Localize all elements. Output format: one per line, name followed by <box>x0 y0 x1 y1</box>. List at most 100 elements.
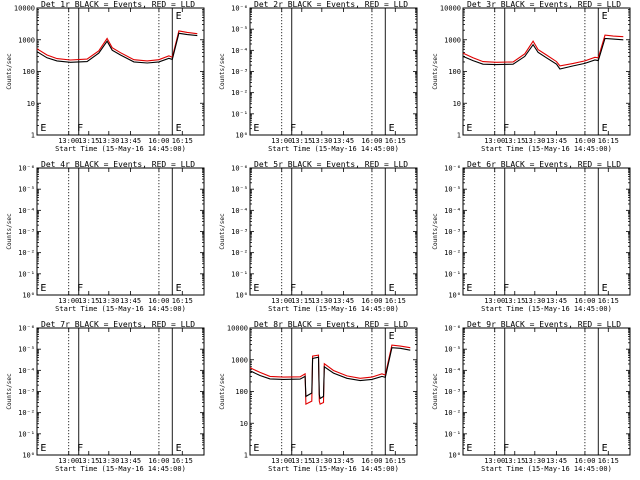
region-marker-e: E <box>466 123 472 134</box>
chart-title: Det 4r BLACK = Events, RED = LLD <box>41 160 195 169</box>
x-tick-label: 13:45 <box>120 297 141 305</box>
region-marker-e: E <box>602 123 608 134</box>
y-axis-label: Counts/sec <box>6 213 13 250</box>
y-tick-label: 10⁻⁶ <box>231 5 248 13</box>
y-tick-label: 10⁻⁴ <box>18 207 35 215</box>
x-axis-label: Start Time (15-May-16 14:45:00) <box>481 305 612 313</box>
x-tick-label: 13:15 <box>78 297 99 305</box>
y-tick-label: 10⁻¹ <box>18 270 35 278</box>
x-axis-label: Start Time (15-May-16 14:45:00) <box>55 145 186 153</box>
chart-panel-4: Det 4r BLACK = Events, RED = LLD 10⁰ 10⁻¹ 1… <box>6 160 205 313</box>
plot-frame <box>462 7 631 136</box>
y-tick-label: 10⁻⁶ <box>444 325 461 333</box>
x-tick-label: 13:00 <box>58 297 79 305</box>
y-tick-label: 100 <box>448 68 461 76</box>
x-tick-label: 13:30 <box>524 297 545 305</box>
chart-title: Det 7r BLACK = Events, RED = LLD <box>41 320 195 329</box>
y-tick-label: 10⁰ <box>235 292 248 300</box>
x-tick-label: 13:45 <box>120 457 141 465</box>
region-marker-f: F <box>290 123 296 134</box>
x-tick-label: 13:00 <box>271 297 292 305</box>
x-tick-label: 13:30 <box>311 457 332 465</box>
y-tick-label: 10⁻⁵ <box>444 346 461 354</box>
y-tick-label: 10⁻⁶ <box>18 165 35 173</box>
plot-frame <box>36 7 205 136</box>
x-tick-label: 13:00 <box>271 457 292 465</box>
chart-title: Det 9r BLACK = Events, RED = LLD <box>467 320 621 329</box>
y-tick-label: 1 <box>457 132 461 140</box>
x-tick-label: 13:45 <box>546 297 567 305</box>
x-tick-label: 13:00 <box>58 457 79 465</box>
x-tick-label: 13:45 <box>120 137 141 145</box>
x-tick-label: 16:15 <box>172 457 193 465</box>
region-marker-e: E <box>253 123 259 134</box>
y-tick-label: 10⁻³ <box>18 228 35 236</box>
x-tick-label: 16:15 <box>598 137 619 145</box>
x-tick-label: 13:45 <box>333 297 354 305</box>
chart-panel-5: Det 5r BLACK = Events, RED = LLD 10⁰ 10⁻¹ 1… <box>219 160 418 313</box>
y-tick-label: 10⁰ <box>448 452 461 460</box>
y-tick-label: 10⁻⁴ <box>231 207 248 215</box>
y-tick-label: 1000 <box>18 36 35 44</box>
x-axis-label: Start Time (15-May-16 14:45:00) <box>268 145 399 153</box>
x-tick-label: 13:15 <box>291 297 312 305</box>
x-tick-label: 16:00 <box>574 297 595 305</box>
events-series-line <box>462 37 624 70</box>
lld-series-line <box>249 344 411 405</box>
y-tick-label: 10⁰ <box>22 452 35 460</box>
y-tick-label: 10⁻⁴ <box>18 367 35 375</box>
chart-panel-7: Det 7r BLACK = Events, RED = LLD 10⁰ 10⁻¹ 1… <box>6 320 205 473</box>
x-tick-label: 13:15 <box>291 457 312 465</box>
y-tick-label: 10⁻² <box>231 89 248 97</box>
y-axis-label: Counts/sec <box>6 53 13 90</box>
plot-frame <box>462 167 631 296</box>
y-tick-label: 10⁻² <box>444 409 461 417</box>
region-marker-e: E <box>253 283 259 294</box>
y-tick-label: 10⁻³ <box>231 68 248 76</box>
chart-panel-9: Det 9r BLACK = Events, RED = LLD 10⁰ 10⁻¹ 1… <box>432 320 631 473</box>
region-marker-e: E <box>389 443 395 454</box>
chart-title: Det 5r BLACK = Events, RED = LLD <box>254 160 408 169</box>
y-tick-label: 10⁻⁴ <box>444 207 461 215</box>
y-tick-label: 10⁰ <box>235 132 248 140</box>
region-marker-top-e: E <box>176 11 182 22</box>
chart-title: Det 6r BLACK = Events, RED = LLD <box>467 160 621 169</box>
y-tick-label: 10⁻³ <box>444 228 461 236</box>
y-tick-label: 10 <box>240 420 248 428</box>
region-marker-e: E <box>466 283 472 294</box>
y-tick-label: 10 <box>453 100 461 108</box>
lld-series-line <box>462 34 624 67</box>
x-tick-label: 13:15 <box>291 137 312 145</box>
x-tick-label: 16:00 <box>148 297 169 305</box>
region-marker-e: E <box>176 123 182 134</box>
region-marker-e: E <box>40 283 46 294</box>
region-marker-top-e: E <box>389 331 395 342</box>
x-tick-label: 13:15 <box>504 457 525 465</box>
chart-panel-2: Det 2r BLACK = Events, RED = LLD 10⁰ 10⁻¹ 1… <box>219 0 418 153</box>
region-marker-f: F <box>77 123 83 134</box>
x-tick-label: 13:00 <box>484 457 505 465</box>
x-tick-label: 13:45 <box>333 457 354 465</box>
x-tick-label: 16:00 <box>361 297 382 305</box>
x-tick-label: 16:15 <box>385 457 406 465</box>
y-tick-label: 100 <box>22 68 35 76</box>
x-tick-label: 13:30 <box>98 297 119 305</box>
y-tick-label: 10⁻⁶ <box>444 165 461 173</box>
x-tick-label: 13:30 <box>311 137 332 145</box>
y-tick-label: 10⁻¹ <box>444 270 461 278</box>
y-tick-label: 10⁻⁴ <box>231 47 248 55</box>
region-marker-e: E <box>176 443 182 454</box>
y-tick-label: 10⁻⁶ <box>231 165 248 173</box>
x-tick-label: 16:15 <box>385 297 406 305</box>
y-axis-label: Counts/sec <box>432 373 439 410</box>
region-marker-e: E <box>40 443 46 454</box>
region-marker-e: E <box>176 283 182 294</box>
x-tick-label: 16:15 <box>598 457 619 465</box>
chart-title: Det 3r BLACK = Events, RED = LLD <box>467 0 621 9</box>
y-tick-label: 1 <box>244 452 248 460</box>
y-tick-label: 1000 <box>444 36 461 44</box>
y-tick-label: 10⁰ <box>22 292 35 300</box>
x-tick-label: 13:15 <box>78 137 99 145</box>
y-axis-label: Counts/sec <box>219 373 226 410</box>
x-tick-label: 16:00 <box>361 137 382 145</box>
